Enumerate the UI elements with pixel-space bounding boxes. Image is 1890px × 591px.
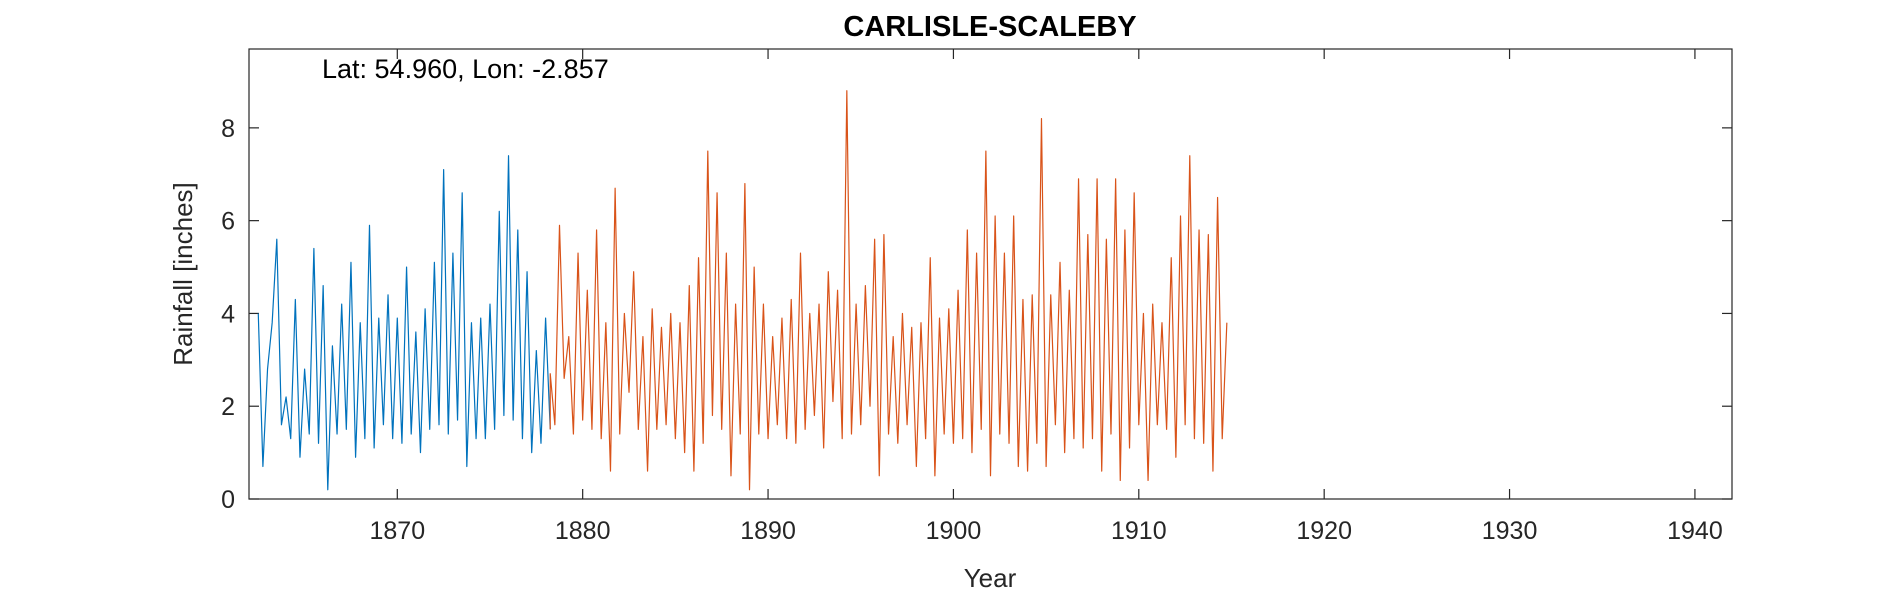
x-tick-label: 1870 <box>369 517 425 545</box>
x-tick-label: 1900 <box>926 517 982 545</box>
y-tick-label: 2 <box>221 393 235 421</box>
series-layer <box>257 90 1228 491</box>
x-axis-label: Year <box>964 563 1017 591</box>
x-tick-label: 1880 <box>555 517 611 545</box>
x-tick-label: 1920 <box>1296 517 1352 545</box>
y-axis-label: Rainfall [inches] <box>168 182 198 366</box>
series-line-1 <box>257 155 551 491</box>
x-tick-label: 1930 <box>1482 517 1538 545</box>
y-tick-label: 0 <box>221 486 235 514</box>
location-annotation: Lat: 54.960, Lon: -2.857 <box>322 54 609 84</box>
series-line-2 <box>549 90 1228 491</box>
plot-area <box>248 48 1733 500</box>
axis-ticks: 1870 1880 1890 1900 1910 1920 1930 1940 0 2 4 6 8 <box>221 49 1732 545</box>
chart-title: CARLISLE-SCALEBY <box>843 11 1136 43</box>
y-tick-label: 4 <box>221 300 235 328</box>
y-tick-label: 6 <box>221 208 235 236</box>
x-tick-label: 1940 <box>1667 517 1723 545</box>
x-tick-label: 1890 <box>740 517 796 545</box>
x-tick-label: 1910 <box>1111 517 1167 545</box>
y-tick-label: 8 <box>221 115 235 143</box>
